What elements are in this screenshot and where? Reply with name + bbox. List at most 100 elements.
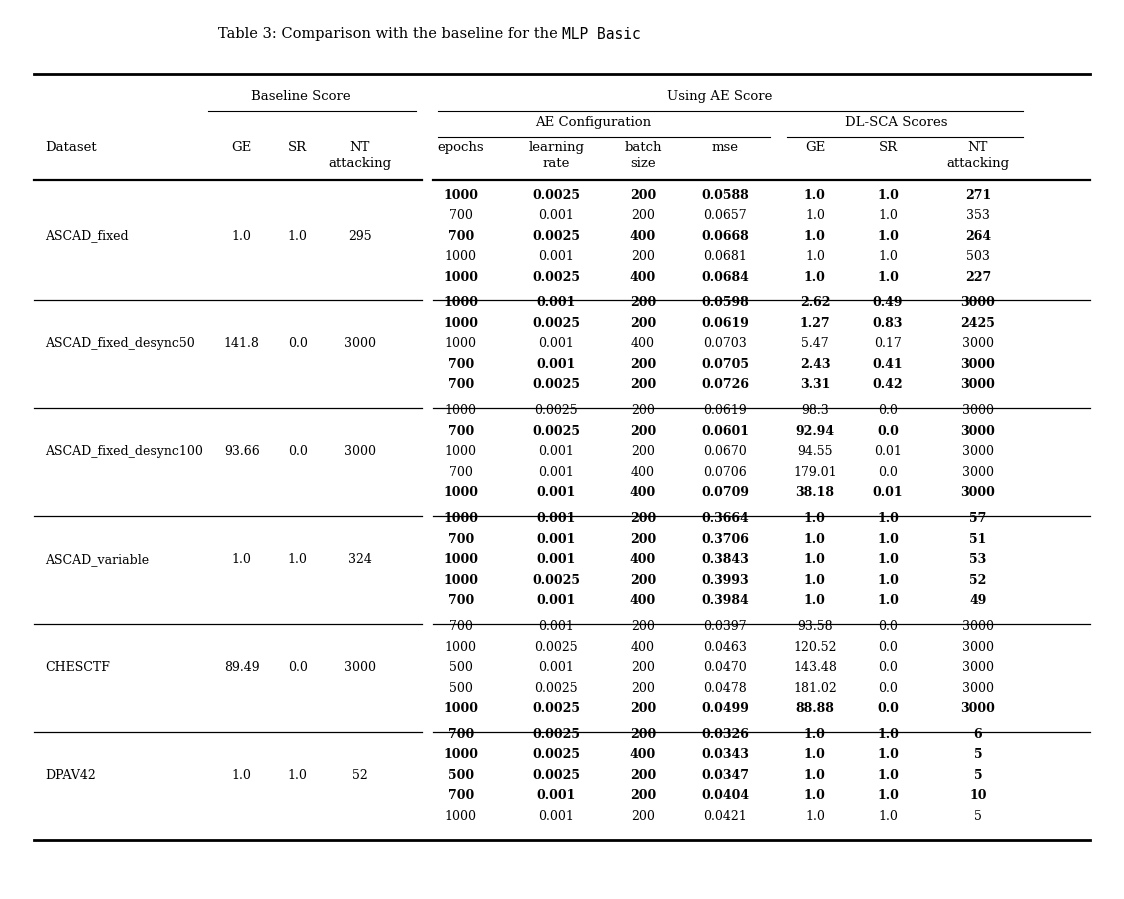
Text: 400: 400 (629, 229, 656, 243)
Text: 1.0: 1.0 (877, 749, 899, 761)
Text: 1.0: 1.0 (804, 229, 826, 243)
Text: attacking: attacking (946, 157, 1009, 170)
Text: 49: 49 (969, 594, 987, 607)
Text: 0.0: 0.0 (878, 620, 898, 633)
Text: 57: 57 (969, 512, 987, 525)
Text: 2425: 2425 (960, 317, 996, 330)
Text: 0.0025: 0.0025 (533, 749, 580, 761)
Text: SR: SR (878, 141, 898, 154)
Text: 0.0025: 0.0025 (535, 405, 578, 417)
Text: 0.0684: 0.0684 (701, 271, 749, 283)
Text: 1000: 1000 (445, 250, 477, 263)
Text: ASCAD_fixed: ASCAD_fixed (45, 229, 128, 243)
Text: 0.0025: 0.0025 (533, 769, 580, 782)
Text: 200: 200 (629, 425, 656, 438)
Text: 0.01: 0.01 (874, 445, 901, 458)
Text: 1.0: 1.0 (878, 810, 898, 823)
Text: 3000: 3000 (960, 425, 996, 438)
Text: 1000: 1000 (443, 702, 479, 715)
Text: 0.0025: 0.0025 (533, 425, 580, 438)
Text: 1000: 1000 (443, 512, 479, 525)
Text: 324: 324 (347, 553, 372, 566)
Text: 400: 400 (631, 337, 655, 351)
Text: 0.001: 0.001 (538, 661, 574, 674)
Text: 1.27: 1.27 (799, 317, 831, 330)
Text: 0.0709: 0.0709 (701, 486, 749, 499)
Text: 0.41: 0.41 (872, 358, 904, 371)
Text: Using AE Score: Using AE Score (667, 90, 772, 102)
Text: 0.001: 0.001 (538, 620, 574, 633)
Text: 5.47: 5.47 (801, 337, 828, 351)
Text: 1.0: 1.0 (805, 810, 825, 823)
Text: 3000: 3000 (962, 466, 994, 479)
Text: 0.0619: 0.0619 (704, 405, 746, 417)
Text: 1.0: 1.0 (804, 271, 826, 283)
Text: 3000: 3000 (960, 297, 996, 309)
Text: 200: 200 (629, 297, 656, 309)
Text: 0.01: 0.01 (872, 486, 904, 499)
Text: 200: 200 (629, 789, 656, 803)
Text: 0.3993: 0.3993 (701, 574, 749, 587)
Text: 200: 200 (631, 810, 655, 823)
Text: 0.0681: 0.0681 (702, 250, 747, 263)
Text: 3000: 3000 (962, 641, 994, 654)
Text: 0.83: 0.83 (872, 317, 904, 330)
Text: 98.3: 98.3 (801, 405, 828, 417)
Text: 0.001: 0.001 (536, 486, 577, 499)
Text: 200: 200 (631, 445, 655, 458)
Text: 353: 353 (966, 209, 990, 222)
Text: CHESCTF: CHESCTF (45, 661, 110, 674)
Text: 0.0: 0.0 (878, 405, 898, 417)
Text: 3000: 3000 (344, 661, 375, 674)
Text: 500: 500 (448, 661, 473, 674)
Text: 200: 200 (629, 358, 656, 371)
Text: AE Configuration: AE Configuration (535, 116, 651, 129)
Text: 0.0025: 0.0025 (533, 574, 580, 587)
Text: 1.0: 1.0 (232, 553, 252, 566)
Text: 0.42: 0.42 (872, 378, 904, 391)
Text: 400: 400 (629, 553, 656, 566)
Text: 1.0: 1.0 (288, 769, 308, 782)
Text: 0.0670: 0.0670 (704, 445, 746, 458)
Text: 0.0025: 0.0025 (535, 641, 578, 654)
Text: 5: 5 (973, 749, 982, 761)
Text: 400: 400 (631, 641, 655, 654)
Text: 3000: 3000 (962, 337, 994, 351)
Text: 0.0025: 0.0025 (533, 702, 580, 715)
Text: 0.0025: 0.0025 (533, 728, 580, 741)
Text: 200: 200 (631, 620, 655, 633)
Text: 179.01: 179.01 (794, 466, 836, 479)
Text: 120.52: 120.52 (794, 641, 836, 654)
Text: 0.0657: 0.0657 (704, 209, 746, 222)
Text: 0.0706: 0.0706 (704, 466, 746, 479)
Text: 3000: 3000 (962, 445, 994, 458)
Text: 0.001: 0.001 (538, 445, 574, 458)
Text: 700: 700 (447, 594, 474, 607)
Text: 1.0: 1.0 (877, 728, 899, 741)
Text: 1000: 1000 (443, 189, 479, 201)
Text: 0.001: 0.001 (536, 533, 577, 546)
Text: size: size (631, 157, 655, 170)
Text: 0.001: 0.001 (536, 553, 577, 566)
Text: 1.0: 1.0 (877, 574, 899, 587)
Text: NT: NT (968, 141, 988, 154)
Text: ASCAD_fixed_desync50: ASCAD_fixed_desync50 (45, 337, 194, 351)
Text: 1.0: 1.0 (877, 553, 899, 566)
Text: 0.0025: 0.0025 (533, 317, 580, 330)
Text: 0.0: 0.0 (878, 466, 898, 479)
Text: 0.0470: 0.0470 (704, 661, 746, 674)
Text: 295: 295 (347, 229, 372, 243)
Text: 200: 200 (631, 209, 655, 222)
Text: 0.0601: 0.0601 (701, 425, 749, 438)
Text: 200: 200 (629, 769, 656, 782)
Text: 0.0: 0.0 (288, 445, 308, 458)
Text: 10: 10 (969, 789, 987, 803)
Text: batch: batch (624, 141, 662, 154)
Text: 94.55: 94.55 (797, 445, 833, 458)
Text: 1.0: 1.0 (877, 789, 899, 803)
Text: 0.0619: 0.0619 (701, 317, 749, 330)
Text: 6: 6 (973, 728, 982, 741)
Text: NT: NT (350, 141, 370, 154)
Text: 0.001: 0.001 (536, 594, 577, 607)
Text: 200: 200 (629, 189, 656, 201)
